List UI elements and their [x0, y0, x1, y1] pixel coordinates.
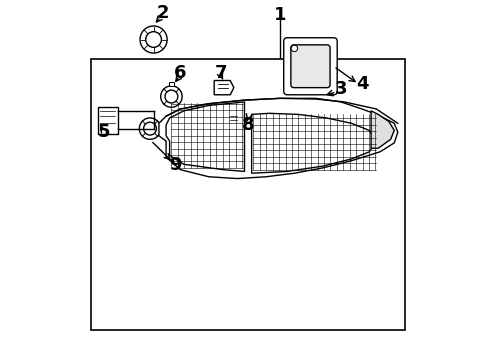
Circle shape: [139, 118, 161, 139]
Text: 8: 8: [241, 116, 254, 134]
FancyBboxPatch shape: [283, 38, 337, 95]
Text: 7: 7: [215, 64, 227, 82]
Text: 1: 1: [273, 5, 286, 23]
Bar: [98, 107, 118, 134]
Text: 4: 4: [355, 75, 367, 93]
Circle shape: [140, 26, 167, 53]
Circle shape: [230, 108, 250, 128]
Text: 9: 9: [168, 156, 181, 174]
Polygon shape: [159, 98, 397, 179]
Circle shape: [291, 45, 297, 51]
Circle shape: [145, 32, 161, 48]
Circle shape: [161, 86, 182, 107]
Text: 6: 6: [174, 64, 186, 82]
Bar: [91, 59, 404, 330]
Circle shape: [164, 90, 178, 103]
FancyBboxPatch shape: [290, 45, 329, 87]
Bar: [169, 82, 173, 86]
Text: 5: 5: [97, 123, 110, 141]
Polygon shape: [166, 102, 244, 171]
Polygon shape: [214, 81, 233, 95]
Polygon shape: [251, 113, 376, 173]
Text: 3: 3: [334, 80, 346, 98]
Bar: [228, 114, 239, 122]
Text: 2: 2: [156, 4, 168, 22]
Circle shape: [143, 122, 156, 135]
Polygon shape: [370, 111, 393, 148]
